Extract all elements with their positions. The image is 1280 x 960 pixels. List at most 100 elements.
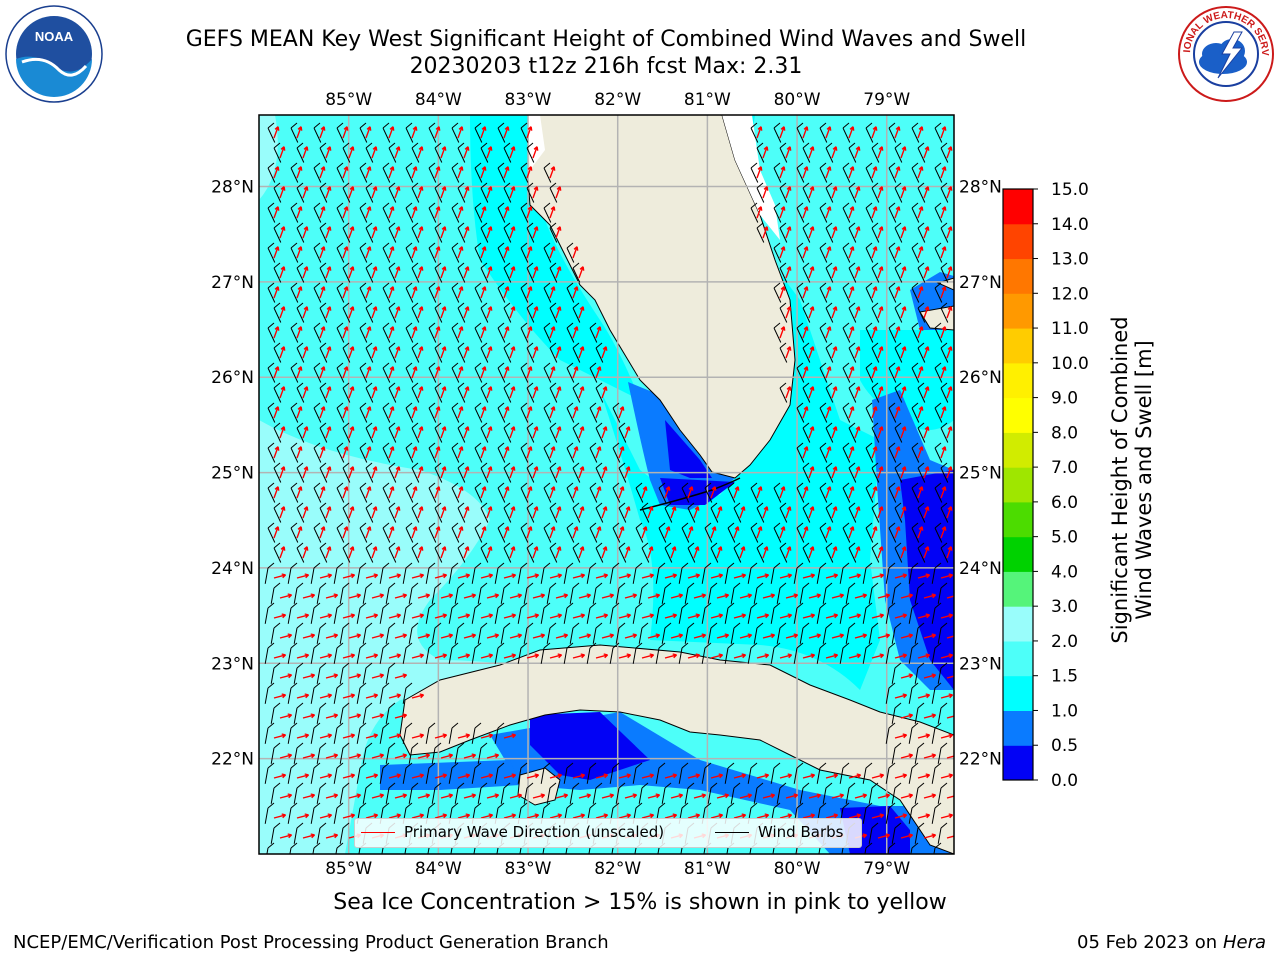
- lon-tick-label-top: 82°W: [594, 90, 641, 110]
- wave-direction-arrow: [779, 653, 793, 659]
- wave-direction-arrow: [417, 346, 424, 359]
- wind-barb: [546, 622, 557, 644]
- wave-direction-arrow: [779, 613, 793, 619]
- wind-barb: [839, 562, 850, 584]
- wind-barb: [523, 582, 534, 604]
- wind-barb: [379, 602, 390, 624]
- wind-barb: [434, 382, 443, 403]
- wind-barb: [434, 342, 443, 363]
- wave-direction-arrow: [463, 506, 470, 519]
- wind-barb: [362, 662, 373, 684]
- wind-barb: [687, 502, 696, 523]
- wave-direction-arrow: [371, 506, 378, 519]
- wind-barb: [290, 442, 299, 463]
- wave-direction-arrow: [371, 306, 378, 319]
- wave-direction-arrow: [348, 386, 355, 399]
- wave-direction-arrow: [549, 573, 563, 579]
- wind-barb: [336, 402, 345, 423]
- wind-barb: [471, 762, 482, 784]
- wave-direction-arrow: [319, 526, 326, 539]
- wave-direction-arrow: [808, 506, 815, 519]
- wind-barb: [566, 242, 575, 263]
- wave-direction-arrow: [946, 715, 954, 719]
- wave-direction-arrow: [417, 753, 431, 759]
- wind-barb: [563, 762, 574, 784]
- wind-barb: [526, 462, 535, 483]
- wave-direction-arrow: [273, 206, 280, 219]
- wave-direction-arrow: [434, 166, 441, 179]
- wave-direction-arrow: [946, 635, 954, 639]
- wind-barb: [543, 482, 552, 503]
- wave-direction-arrow: [342, 613, 356, 619]
- wave-direction-arrow: [739, 593, 753, 599]
- wind-barb: [339, 582, 350, 604]
- wave-direction-arrow: [802, 486, 809, 499]
- wave-direction-arrow: [595, 773, 609, 779]
- wave-direction-arrow: [279, 506, 286, 519]
- wave-direction-arrow: [296, 613, 310, 619]
- wind-barb: [365, 262, 374, 283]
- wave-direction-arrow: [411, 246, 418, 259]
- wave-direction-arrow: [825, 406, 832, 419]
- wave-direction-arrow: [348, 793, 362, 799]
- wind-barb: [267, 482, 276, 503]
- wind-barb: [549, 182, 558, 203]
- wave-direction-arrow: [739, 633, 753, 639]
- wave-direction-arrow: [526, 613, 540, 619]
- wave-direction-arrow: [756, 613, 770, 619]
- wave-direction-arrow: [549, 166, 556, 179]
- wind-barb: [543, 282, 552, 303]
- wave-direction-arrow: [917, 206, 924, 219]
- wave-direction-arrow: [348, 506, 355, 519]
- wind-barb: [612, 482, 621, 503]
- wind-barb: [635, 482, 644, 503]
- wave-direction-arrow: [463, 793, 477, 799]
- wind-barb: [917, 222, 926, 243]
- wind-barb: [428, 162, 437, 183]
- wave-direction-arrow: [578, 426, 585, 439]
- wave-direction-arrow: [716, 506, 723, 519]
- wave-direction-arrow: [900, 546, 907, 559]
- wave-direction-arrow: [365, 733, 379, 739]
- wind-barb: [503, 222, 512, 243]
- wind-barb: [848, 302, 857, 323]
- wind-barb: [451, 362, 460, 383]
- wind-barb: [819, 402, 828, 423]
- wind-barb: [411, 422, 420, 443]
- wave-direction-arrow: [917, 246, 924, 259]
- wind-barb: [339, 822, 350, 844]
- wind-barb: [382, 522, 391, 543]
- colorbar-segment: [1003, 745, 1033, 781]
- wind-barb: [313, 162, 322, 183]
- wave-direction-arrow: [394, 266, 401, 279]
- wave-direction-arrow: [647, 793, 661, 799]
- wind-barb: [526, 502, 535, 523]
- wind-barb: [940, 422, 949, 443]
- wave-direction-arrow: [595, 406, 602, 419]
- wave-direction-arrow: [595, 653, 609, 659]
- wave-direction-arrow: [854, 226, 861, 239]
- wave-direction-arrow: [871, 486, 878, 499]
- wave-direction-arrow: [808, 793, 822, 799]
- wind-barb: [934, 162, 943, 183]
- wind-barb: [612, 522, 621, 543]
- lat-tick-label-right: 24°N: [959, 559, 1002, 579]
- wave-direction-arrow: [848, 246, 855, 259]
- host-text: Hera: [1222, 932, 1266, 953]
- wind-barb: [339, 622, 350, 644]
- wind-barb: [267, 322, 276, 343]
- wave-direction-arrow: [831, 266, 838, 279]
- wind-barb: [359, 202, 368, 223]
- wave-direction-arrow: [940, 573, 954, 579]
- wind-barb: [335, 842, 344, 854]
- wind-barb: [931, 602, 942, 624]
- wave-direction-arrow: [641, 773, 655, 779]
- wind-barb: [848, 542, 857, 563]
- wind-barb: [431, 582, 442, 604]
- wind-barb: [405, 442, 414, 463]
- wind-barb: [293, 582, 304, 604]
- wind-barb: [549, 542, 558, 563]
- wave-direction-arrow: [923, 146, 930, 159]
- wave-direction-arrow: [296, 406, 303, 419]
- wind-barb: [477, 742, 488, 764]
